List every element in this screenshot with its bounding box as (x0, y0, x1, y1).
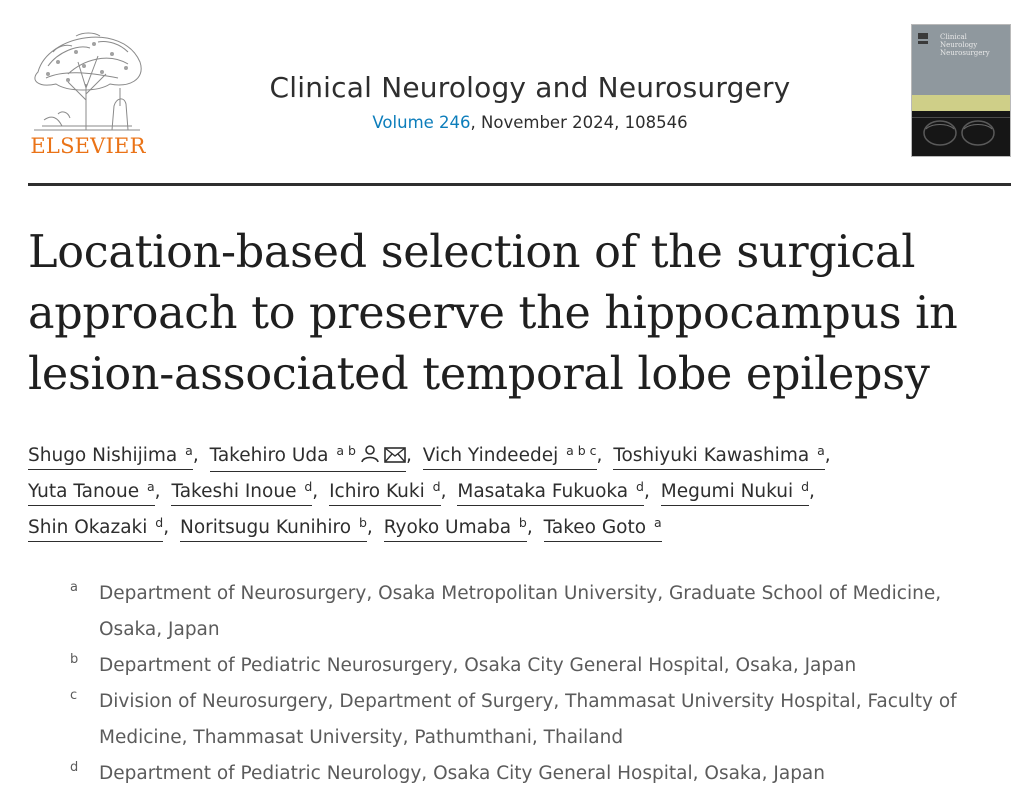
affiliation-item: c Division of Neurosurgery, Department o… (70, 684, 1010, 756)
author-link[interactable]: Noritsugu Kunihiro b (180, 515, 367, 542)
volume-link[interactable]: Volume 246 (372, 113, 471, 132)
affiliation-text: Department of Neurosurgery, Osaka Metrop… (99, 583, 942, 640)
author-link[interactable]: Ryoko Umaba b (383, 515, 527, 542)
affiliation-item: b Department of Pediatric Neurosurgery, … (70, 648, 1010, 684)
cover-image (912, 25, 1010, 156)
journal-header: ELSEVIER Clinical Neurology and Neurosur… (0, 0, 1031, 186)
author-link[interactable]: Takeshi Inoue d (171, 479, 313, 506)
author-link[interactable]: Yuta Tanoue a (28, 479, 155, 506)
journal-info: Clinical Neurology and Neurosurgery Volu… (180, 70, 880, 134)
header-divider (28, 183, 1011, 186)
author-link[interactable]: Vich Yindeedej a b c (422, 443, 597, 470)
cover-title: Clinical Neurology Neurosurgery (940, 33, 990, 57)
affiliation-text: Department of Pediatric Neurology, Osaka… (99, 763, 825, 784)
author-link[interactable]: Takeo Goto a (543, 515, 662, 542)
journal-title[interactable]: Clinical Neurology and Neurosurgery (269, 71, 791, 104)
author-link[interactable]: Takehiro Uda a b (209, 443, 406, 472)
author-list: Shugo Nishijima a, Takehiro Uda a b, Vic… (28, 438, 1003, 546)
author-link[interactable]: Shugo Nishijima a (28, 443, 193, 470)
email-icon (384, 445, 406, 471)
article-title: Location-based selection of the surgical… (28, 227, 958, 400)
author-link[interactable]: Masataka Fukuoka d (457, 479, 644, 506)
affiliation-item: d Department of Pediatric Neurology, Osa… (70, 756, 1010, 792)
affiliation-item: a Department of Neurosurgery, Osaka Metr… (70, 576, 1010, 648)
affiliation-label: b (70, 652, 79, 667)
journal-cover-thumbnail[interactable]: Clinical Neurology Neurosurgery (911, 24, 1011, 157)
author-link[interactable]: Ichiro Kuki d (329, 479, 441, 506)
affiliation-label: d (70, 760, 79, 775)
author-link[interactable]: Megumi Nukui d (660, 479, 809, 506)
issue-details: , November 2024, 108546 (470, 113, 688, 132)
affiliation-text: Division of Neurosurgery, Department of … (99, 691, 957, 748)
affiliation-list: a Department of Neurosurgery, Osaka Metr… (70, 576, 1010, 792)
affiliation-label: c (70, 688, 78, 703)
affiliation-label: a (70, 580, 78, 595)
tree-logo-icon (34, 32, 142, 131)
person-icon (360, 445, 380, 471)
affiliation-text: Department of Pediatric Neurosurgery, Os… (99, 655, 857, 676)
publisher-name: ELSEVIER (30, 134, 146, 158)
elsevier-logo[interactable]: ELSEVIER (28, 22, 148, 160)
author-link[interactable]: Toshiyuki Kawashima a (613, 443, 825, 470)
journal-issue-info: Volume 246, November 2024, 108546 (180, 112, 880, 134)
author-link[interactable]: Shin Okazaki d (28, 515, 164, 542)
